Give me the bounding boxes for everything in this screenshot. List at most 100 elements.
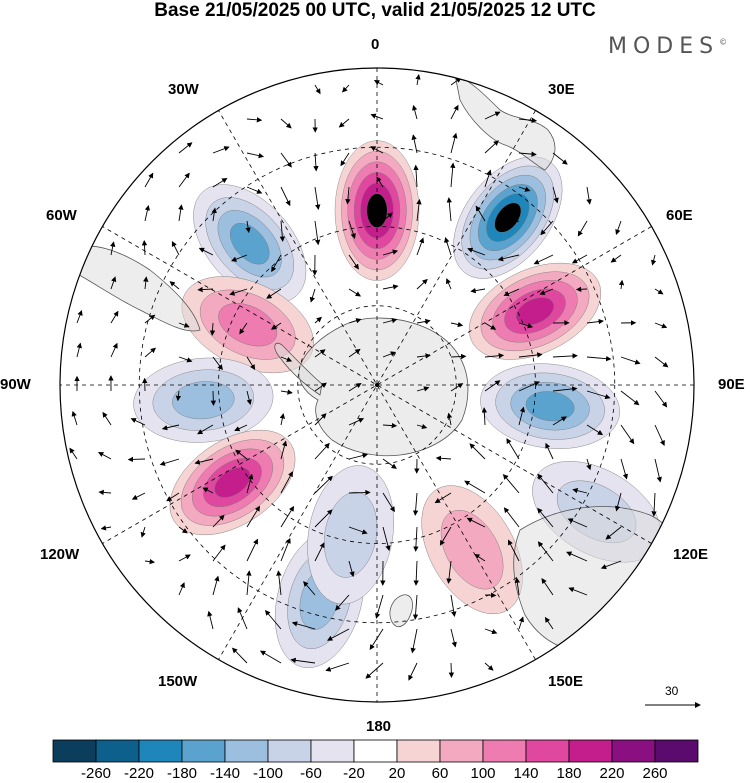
colorbar-tick-label: 60 (431, 765, 449, 782)
africa (454, 74, 556, 171)
wind-arrow (450, 104, 459, 120)
wind-arrow (503, 507, 520, 528)
wind-arrow (446, 560, 452, 584)
wind-arrow (475, 205, 486, 222)
wind-arrow (314, 382, 327, 392)
wind-arrow (467, 247, 486, 256)
wind-arrow (246, 505, 260, 528)
modes-logo: MODES© (608, 34, 728, 59)
colorbar-bin (353, 739, 398, 763)
wind-arrow (484, 169, 492, 188)
wind-arrow (314, 316, 322, 324)
wind-arrow (484, 111, 501, 120)
wind-arrow (450, 132, 458, 154)
wind-arrow (382, 351, 397, 358)
wind-arrow (448, 662, 455, 678)
meridian-line (218, 110, 536, 660)
wind-arrow (314, 509, 333, 528)
wind-arrow (450, 353, 467, 360)
wind-arrow (246, 390, 252, 406)
wind-arrow (537, 507, 554, 528)
wind-arrow (416, 278, 428, 290)
wind-arrow (348, 318, 362, 324)
wind-arrow (541, 578, 554, 596)
wind-arrow (110, 241, 116, 256)
wind-arrow (614, 492, 622, 512)
colorbar-bin (611, 739, 656, 763)
lon-label-120w: 120W (40, 546, 80, 563)
meridian-line (218, 110, 536, 660)
wind-arrow (376, 176, 384, 188)
wind-arrow (370, 113, 384, 120)
wind-arrow (484, 322, 497, 330)
wind-arrow (540, 220, 554, 236)
wind-arrow (503, 220, 520, 227)
wind-arrow (654, 322, 668, 329)
wind-arrow (348, 220, 356, 239)
wind-arrow (166, 492, 180, 502)
wind-arrow (450, 628, 457, 648)
wind-arrow (231, 254, 248, 262)
lon-label-30w: 30W (168, 81, 199, 98)
wind-arrow (577, 220, 588, 237)
wind-arrow (212, 146, 230, 154)
wind-arrow (212, 514, 225, 528)
colorbar-tick-label: -100 (252, 765, 284, 782)
wind-arrow (586, 186, 592, 205)
wind-arrow (514, 577, 521, 596)
wind-arrow (618, 279, 625, 290)
wind-arrow (572, 488, 588, 494)
wind-arrow (314, 542, 325, 562)
wind-arrow (434, 492, 452, 504)
wind-arrow (503, 288, 520, 297)
wind-arrow (197, 286, 214, 293)
wind-arrow (382, 249, 399, 256)
wind-arrow (271, 254, 282, 273)
wind-arrow (280, 537, 291, 562)
lon-label-180: 180 (366, 718, 392, 735)
wind-arrow (413, 560, 419, 586)
latitude-circle (297, 305, 457, 465)
wind-arrow (382, 317, 398, 324)
wind-arrow (411, 134, 418, 154)
meridian-line (102, 226, 652, 544)
colorbar-bin (568, 739, 613, 763)
wind-arrow (374, 594, 384, 619)
wind-arrow (194, 458, 214, 465)
wind-arrow (586, 390, 611, 400)
antarctic-peninsula (274, 342, 323, 396)
wind-arrow (212, 575, 220, 596)
wind-arrow (586, 458, 592, 471)
wind-arrow (444, 237, 452, 256)
wind-arrow (497, 254, 520, 262)
wind-arrow (178, 356, 193, 363)
wind-arrow (620, 424, 635, 445)
colorbar-bin (138, 739, 183, 763)
wind-arrow (466, 517, 486, 528)
wind-arrow (450, 594, 457, 617)
wind-arrow (140, 526, 146, 538)
colorbar-tick-label: -260 (80, 765, 112, 782)
wind-arrow (348, 348, 361, 358)
wind-arrow (198, 247, 214, 256)
wind-arrow (279, 413, 286, 426)
wind-arrow (566, 551, 588, 562)
wind-arrow (348, 254, 359, 270)
wind-arrow (502, 473, 520, 494)
wind-arrow (484, 662, 494, 671)
wind-arrow (313, 152, 319, 172)
wind-arrow (518, 151, 537, 157)
continents (69, 74, 684, 652)
colorbar-tick-label: -140 (209, 765, 241, 782)
wind-arrow (370, 146, 384, 154)
wind-arrow (259, 650, 282, 664)
colorbar-tick-label: 140 (513, 765, 539, 782)
wind-arrow (481, 407, 488, 426)
wind-arrow (412, 594, 419, 620)
lon-label-90e: 90E (718, 376, 745, 393)
wind-arrow (445, 278, 452, 290)
wind-arrow (110, 342, 118, 358)
wind-arrow (518, 381, 540, 392)
colorbar-bin (52, 739, 97, 763)
wind-arrow (76, 309, 83, 324)
